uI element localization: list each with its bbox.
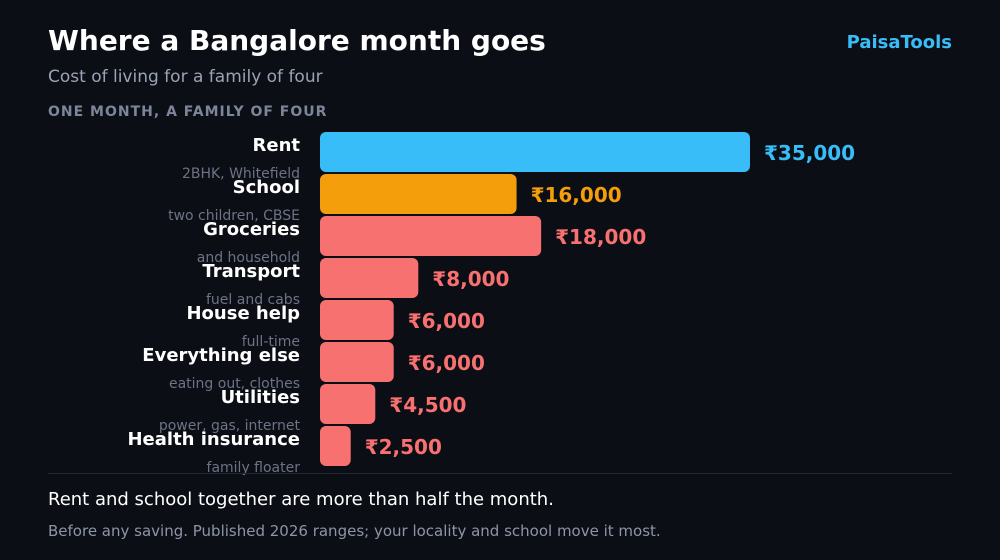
footnote-text: Before any saving. Published 2026 ranges… — [48, 522, 661, 540]
value-label-utilities: ₹4,500 — [389, 393, 466, 417]
category-note-groceries: and household — [197, 250, 300, 266]
bar-groceries — [320, 216, 542, 256]
category-note-health-insurance: family floater — [207, 460, 301, 476]
bar-rent — [320, 132, 750, 172]
section-label: ONE MONTH, A FAMILY OF FOUR — [48, 104, 328, 120]
category-label-groceries: Groceries — [203, 219, 300, 240]
category-note-rent: 2BHK, Whitefield — [182, 166, 300, 182]
bar-transport — [320, 258, 419, 298]
bar-everything-else — [320, 342, 394, 382]
value-label-health-insurance: ₹2,500 — [365, 435, 442, 459]
divider — [48, 473, 952, 474]
value-label-house-help: ₹6,000 — [408, 309, 485, 333]
category-note-everything-else: eating out, clothes — [169, 376, 300, 392]
value-label-school: ₹16,000 — [531, 183, 622, 207]
category-note-utilities: power, gas, internet — [159, 418, 301, 434]
takeaway-text: Rent and school together are more than h… — [48, 489, 554, 510]
category-label-school: School — [233, 177, 300, 198]
category-label-transport: Transport — [202, 261, 300, 282]
brand-logo[interactable]: PaisaTools — [846, 32, 952, 53]
value-label-transport: ₹8,000 — [432, 267, 509, 291]
chart-title: Where a Bangalore month goes — [48, 24, 546, 57]
category-note-house-help: full-time — [242, 334, 300, 350]
category-label-utilities: Utilities — [221, 387, 300, 408]
bar-utilities — [320, 384, 376, 424]
category-label-everything-else: Everything else — [142, 345, 300, 366]
value-label-everything-else: ₹6,000 — [408, 351, 485, 375]
chart-subtitle: Cost of living for a family of four — [48, 67, 323, 87]
bar-chart: 2BHK, Whitefield Rent ₹35,000 two children,… — [127, 132, 855, 476]
category-label-rent: Rent — [253, 135, 301, 156]
category-note-transport: fuel and cabs — [206, 292, 300, 308]
bar-health-insurance — [320, 426, 351, 466]
bar-house-help — [320, 300, 394, 340]
category-note-school: two children, CBSE — [168, 208, 300, 224]
value-label-groceries: ₹18,000 — [555, 225, 646, 249]
category-label-health-insurance: Health insurance — [127, 429, 300, 450]
value-label-rent: ₹35,000 — [764, 141, 855, 165]
bar-school — [320, 174, 517, 214]
category-label-house-help: House help — [186, 303, 300, 324]
